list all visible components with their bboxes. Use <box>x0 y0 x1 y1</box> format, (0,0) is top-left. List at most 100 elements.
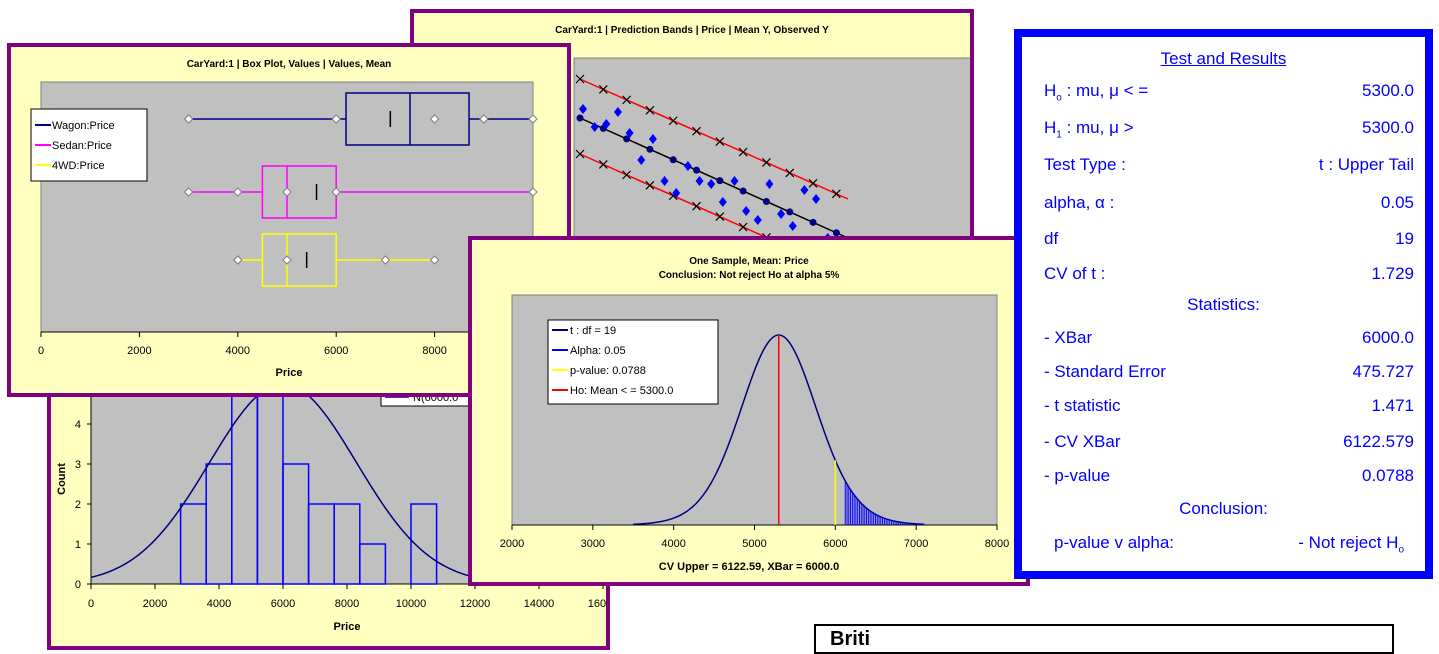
mean-y-point <box>832 229 840 237</box>
observed-y-point <box>718 197 727 207</box>
legend-box <box>547 319 719 405</box>
band-marker <box>598 160 608 169</box>
xbar-label: - XBar <box>1044 328 1093 347</box>
legend-label: 4WD:Price <box>52 160 105 172</box>
alpha-label: alpha, α : <box>1044 193 1115 212</box>
pv-alpha-label: p-value v alpha: <box>1054 533 1175 552</box>
df-value: 19 <box>1395 229 1414 248</box>
alpha-value: 0.05 <box>1380 193 1414 212</box>
observed-y-point <box>788 221 797 231</box>
x-tick-label: 8000 <box>985 538 1009 550</box>
y-tick-label: 3 <box>75 459 81 471</box>
band-marker <box>692 126 701 136</box>
observed-y-point <box>579 104 587 114</box>
mean-y-point <box>809 218 817 226</box>
x-tick-label: 7000 <box>904 538 928 550</box>
se-value: 475.727 <box>1352 362 1414 381</box>
se-label: - Standard Error <box>1044 362 1166 381</box>
partial-text: Briti <box>830 628 870 650</box>
xbar-value: 6000.0 <box>1362 328 1414 347</box>
mean-y-point <box>716 177 724 185</box>
partial-text-box: Briti <box>814 624 1394 654</box>
value-point <box>380 255 391 265</box>
band-marker <box>808 178 818 188</box>
band-marker <box>598 85 608 94</box>
band-marker <box>575 149 585 159</box>
value-point <box>429 114 440 124</box>
xbar-row: - XBar 6000.0 <box>1044 328 1414 352</box>
cv-label: CV of t : <box>1044 264 1106 283</box>
observed-y-point <box>695 176 704 186</box>
x-tick-label: 6000 <box>823 538 847 550</box>
observed-y-point <box>730 176 739 186</box>
x-tick-label: 6000 <box>324 345 348 357</box>
chart-title: CarYard:1 | Prediction Bands | Price | M… <box>555 25 829 36</box>
x-axis-title: CV Upper = 6122.59, XBar = 6000.0 <box>659 561 839 573</box>
observed-y-point <box>672 188 681 198</box>
x-tick-label: 10000 <box>396 598 427 610</box>
upper-prediction-band <box>579 78 849 200</box>
cvxbar-row: - CV XBar 6122.579 <box>1044 432 1414 456</box>
value-point <box>331 187 341 197</box>
histogram-bar <box>410 503 438 585</box>
plot-area <box>573 57 970 243</box>
tstat-value: 1.471 <box>1371 396 1414 415</box>
band-marker <box>692 201 701 211</box>
h1-value: 5300.0 <box>1362 118 1414 137</box>
t-distribution-chart: One Sample, Mean: Price Conclusion: Not r… <box>500 256 1009 573</box>
observed-y-point <box>742 206 751 216</box>
band-marker <box>762 158 771 167</box>
band-marker <box>738 222 748 232</box>
x-tick-label: 2000 <box>143 598 167 610</box>
band-marker <box>645 180 655 190</box>
cvxbar-value: 6122.579 <box>1343 432 1414 451</box>
band-marker <box>668 116 678 126</box>
legend-label: Sedan:Price <box>52 140 112 152</box>
band-marker <box>738 147 748 157</box>
value-point <box>183 187 194 197</box>
band-marker <box>785 168 795 178</box>
legend-label: t : df = 19 <box>570 325 616 337</box>
value-point <box>233 255 243 265</box>
box-iqr <box>261 233 337 287</box>
x-tick-label: 4000 <box>661 538 685 550</box>
x-tick-label: 3000 <box>581 538 605 550</box>
observed-y-point <box>753 215 762 225</box>
chart-title: One Sample, Mean: Price <box>689 256 809 267</box>
observed-y-point <box>590 122 599 132</box>
lower-prediction-band <box>579 153 781 243</box>
pvalue-label: - p-value <box>1044 466 1111 485</box>
x-tick-label: 0 <box>88 598 94 610</box>
observed-y-point <box>812 194 821 204</box>
mean-y-point <box>646 145 654 153</box>
test-type-row: Test Type : t : Upper Tail <box>1044 155 1414 179</box>
y-tick-label: 1 <box>75 539 81 551</box>
value-point <box>331 114 341 124</box>
value-point <box>183 114 194 124</box>
pvalue-row: - p-value 0.0788 <box>1044 466 1414 490</box>
value-point <box>429 255 440 265</box>
x-axis-title: Price <box>334 621 361 633</box>
value-point <box>479 114 489 124</box>
h1-row: H1 : mu, μ > 5300.0 <box>1044 118 1414 142</box>
observed-y-point <box>613 107 622 117</box>
legend-label: Wagon:Price <box>52 120 115 132</box>
band-marker <box>715 212 725 222</box>
legend-label: Ho: Mean < = 5300.0 <box>570 385 673 397</box>
se-row: - Standard Error 475.727 <box>1044 362 1414 386</box>
x-tick-label: 6000 <box>271 598 295 610</box>
h1-label: H1 : mu, μ > <box>1044 118 1134 141</box>
observed-y-point <box>660 176 669 186</box>
mean-y-point <box>786 208 794 216</box>
tstat-row: - t statistic 1.471 <box>1044 396 1414 420</box>
test-type-label: Test Type : <box>1044 155 1126 174</box>
observed-y-point <box>637 155 646 165</box>
observed-y-point <box>648 134 657 144</box>
test-results-panel: Test and Results Ho : mu, μ < = 5300.0 H… <box>1014 29 1433 579</box>
chart-title: CarYard:1 | Box Plot, Values | Values, M… <box>187 59 392 70</box>
histogram-bar <box>359 543 387 585</box>
mean-y-point <box>623 135 631 143</box>
mean-y-point <box>762 197 770 205</box>
h0-row: Ho : mu, μ < = 5300.0 <box>1044 81 1414 105</box>
mean-y-point <box>739 187 747 195</box>
